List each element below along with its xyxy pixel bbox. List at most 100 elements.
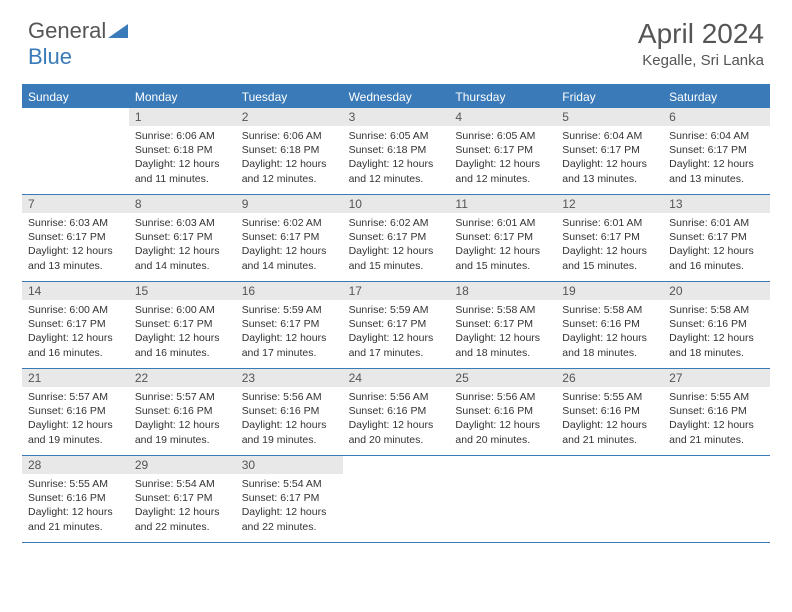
daylight-text: Daylight: 12 hours and 19 minutes. [135, 418, 230, 446]
day-details: Sunrise: 5:56 AMSunset: 6:16 PMDaylight:… [236, 387, 343, 450]
day-number: 25 [449, 369, 556, 387]
sunrise-text: Sunrise: 5:59 AM [242, 303, 337, 317]
day-details: Sunrise: 6:05 AMSunset: 6:17 PMDaylight:… [449, 126, 556, 189]
day-number: 6 [663, 108, 770, 126]
daylight-text: Daylight: 12 hours and 21 minutes. [28, 505, 123, 533]
day-cell: 7Sunrise: 6:03 AMSunset: 6:17 PMDaylight… [22, 195, 129, 281]
day-details: Sunrise: 6:02 AMSunset: 6:17 PMDaylight:… [236, 213, 343, 276]
daylight-text: Daylight: 12 hours and 19 minutes. [28, 418, 123, 446]
day-number: 17 [343, 282, 450, 300]
sunrise-text: Sunrise: 6:04 AM [669, 129, 764, 143]
day-number [22, 108, 129, 112]
day-number: 27 [663, 369, 770, 387]
day-number: 23 [236, 369, 343, 387]
sunrise-text: Sunrise: 6:01 AM [669, 216, 764, 230]
day-details: Sunrise: 6:02 AMSunset: 6:17 PMDaylight:… [343, 213, 450, 276]
sunrise-text: Sunrise: 6:04 AM [562, 129, 657, 143]
dow-thu: Thursday [449, 86, 556, 108]
daylight-text: Daylight: 12 hours and 15 minutes. [349, 244, 444, 272]
day-number: 22 [129, 369, 236, 387]
day-details: Sunrise: 6:04 AMSunset: 6:17 PMDaylight:… [663, 126, 770, 189]
day-number: 13 [663, 195, 770, 213]
sunrise-text: Sunrise: 6:01 AM [455, 216, 550, 230]
day-number: 30 [236, 456, 343, 474]
day-number: 14 [22, 282, 129, 300]
day-cell: 13Sunrise: 6:01 AMSunset: 6:17 PMDayligh… [663, 195, 770, 281]
sunset-text: Sunset: 6:18 PM [349, 143, 444, 157]
logo-general: General [28, 18, 106, 43]
daylight-text: Daylight: 12 hours and 21 minutes. [562, 418, 657, 446]
sunrise-text: Sunrise: 6:02 AM [349, 216, 444, 230]
sunrise-text: Sunrise: 5:57 AM [28, 390, 123, 404]
day-cell: 14Sunrise: 6:00 AMSunset: 6:17 PMDayligh… [22, 282, 129, 368]
sunset-text: Sunset: 6:17 PM [242, 491, 337, 505]
day-cell: 29Sunrise: 5:54 AMSunset: 6:17 PMDayligh… [129, 456, 236, 542]
day-cell: 19Sunrise: 5:58 AMSunset: 6:16 PMDayligh… [556, 282, 663, 368]
day-details: Sunrise: 6:05 AMSunset: 6:18 PMDaylight:… [343, 126, 450, 189]
day-cell: 10Sunrise: 6:02 AMSunset: 6:17 PMDayligh… [343, 195, 450, 281]
day-number: 9 [236, 195, 343, 213]
day-cell: 20Sunrise: 5:58 AMSunset: 6:16 PMDayligh… [663, 282, 770, 368]
sunrise-text: Sunrise: 6:06 AM [135, 129, 230, 143]
day-cell [343, 456, 450, 542]
day-cell: 8Sunrise: 6:03 AMSunset: 6:17 PMDaylight… [129, 195, 236, 281]
day-number: 4 [449, 108, 556, 126]
sunset-text: Sunset: 6:16 PM [562, 317, 657, 331]
day-number: 19 [556, 282, 663, 300]
daylight-text: Daylight: 12 hours and 20 minutes. [349, 418, 444, 446]
day-number: 7 [22, 195, 129, 213]
sunrise-text: Sunrise: 5:55 AM [669, 390, 764, 404]
sunrise-text: Sunrise: 6:03 AM [28, 216, 123, 230]
day-cell: 22Sunrise: 5:57 AMSunset: 6:16 PMDayligh… [129, 369, 236, 455]
sunrise-text: Sunrise: 5:54 AM [242, 477, 337, 491]
day-details: Sunrise: 5:54 AMSunset: 6:17 PMDaylight:… [129, 474, 236, 537]
page-header: GeneralBlue April 2024 Kegalle, Sri Lank… [0, 0, 792, 78]
daylight-text: Daylight: 12 hours and 16 minutes. [28, 331, 123, 359]
sunset-text: Sunset: 6:17 PM [135, 491, 230, 505]
day-number: 5 [556, 108, 663, 126]
day-cell: 23Sunrise: 5:56 AMSunset: 6:16 PMDayligh… [236, 369, 343, 455]
logo-blue: Blue [28, 44, 72, 69]
week-row: 28Sunrise: 5:55 AMSunset: 6:16 PMDayligh… [22, 456, 770, 543]
daylight-text: Daylight: 12 hours and 13 minutes. [28, 244, 123, 272]
day-cell: 4Sunrise: 6:05 AMSunset: 6:17 PMDaylight… [449, 108, 556, 194]
day-cell: 5Sunrise: 6:04 AMSunset: 6:17 PMDaylight… [556, 108, 663, 194]
sunset-text: Sunset: 6:16 PM [28, 404, 123, 418]
daylight-text: Daylight: 12 hours and 13 minutes. [562, 157, 657, 185]
day-cell: 1Sunrise: 6:06 AMSunset: 6:18 PMDaylight… [129, 108, 236, 194]
sunset-text: Sunset: 6:17 PM [455, 230, 550, 244]
daylight-text: Daylight: 12 hours and 15 minutes. [455, 244, 550, 272]
day-number: 11 [449, 195, 556, 213]
sunset-text: Sunset: 6:17 PM [135, 317, 230, 331]
daylight-text: Daylight: 12 hours and 18 minutes. [562, 331, 657, 359]
sunrise-text: Sunrise: 5:58 AM [562, 303, 657, 317]
day-cell: 28Sunrise: 5:55 AMSunset: 6:16 PMDayligh… [22, 456, 129, 542]
day-details: Sunrise: 6:00 AMSunset: 6:17 PMDaylight:… [22, 300, 129, 363]
sunrise-text: Sunrise: 6:02 AM [242, 216, 337, 230]
day-number [449, 456, 556, 460]
sunset-text: Sunset: 6:16 PM [349, 404, 444, 418]
day-number: 10 [343, 195, 450, 213]
daylight-text: Daylight: 12 hours and 16 minutes. [669, 244, 764, 272]
calendar: Sunday Monday Tuesday Wednesday Thursday… [22, 84, 770, 543]
day-details: Sunrise: 6:06 AMSunset: 6:18 PMDaylight:… [129, 126, 236, 189]
day-number: 21 [22, 369, 129, 387]
logo: GeneralBlue [28, 18, 128, 70]
sunrise-text: Sunrise: 6:01 AM [562, 216, 657, 230]
day-number: 16 [236, 282, 343, 300]
day-cell [449, 456, 556, 542]
sunset-text: Sunset: 6:18 PM [242, 143, 337, 157]
day-number: 18 [449, 282, 556, 300]
daylight-text: Daylight: 12 hours and 14 minutes. [242, 244, 337, 272]
day-details: Sunrise: 6:03 AMSunset: 6:17 PMDaylight:… [22, 213, 129, 276]
dow-sun: Sunday [22, 86, 129, 108]
day-details: Sunrise: 6:04 AMSunset: 6:17 PMDaylight:… [556, 126, 663, 189]
location: Kegalle, Sri Lanka [638, 52, 764, 69]
day-number: 26 [556, 369, 663, 387]
day-details: Sunrise: 5:58 AMSunset: 6:16 PMDaylight:… [556, 300, 663, 363]
sunset-text: Sunset: 6:17 PM [242, 317, 337, 331]
day-details: Sunrise: 6:06 AMSunset: 6:18 PMDaylight:… [236, 126, 343, 189]
day-cell: 15Sunrise: 6:00 AMSunset: 6:17 PMDayligh… [129, 282, 236, 368]
daylight-text: Daylight: 12 hours and 12 minutes. [349, 157, 444, 185]
sunset-text: Sunset: 6:16 PM [242, 404, 337, 418]
